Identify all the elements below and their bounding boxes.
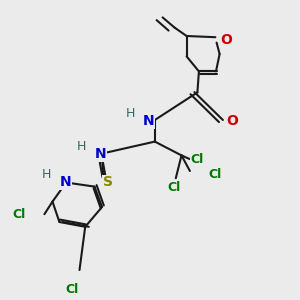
Text: S: S <box>103 176 113 189</box>
Text: O: O <box>220 34 232 47</box>
Text: H: H <box>77 140 86 153</box>
Text: N: N <box>60 176 71 189</box>
Text: Cl: Cl <box>208 168 222 181</box>
Text: H: H <box>42 168 51 181</box>
Text: Cl: Cl <box>167 181 181 194</box>
Text: O: O <box>226 114 238 128</box>
Text: Cl: Cl <box>65 283 79 296</box>
Text: Cl: Cl <box>12 208 26 221</box>
Text: Cl: Cl <box>190 153 204 166</box>
Text: N: N <box>143 114 154 128</box>
Text: N: N <box>95 147 106 161</box>
Text: H: H <box>126 107 135 120</box>
